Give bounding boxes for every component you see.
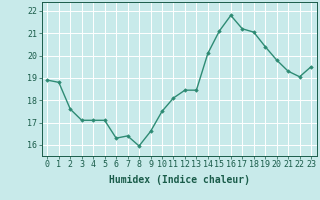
X-axis label: Humidex (Indice chaleur): Humidex (Indice chaleur)	[109, 175, 250, 185]
